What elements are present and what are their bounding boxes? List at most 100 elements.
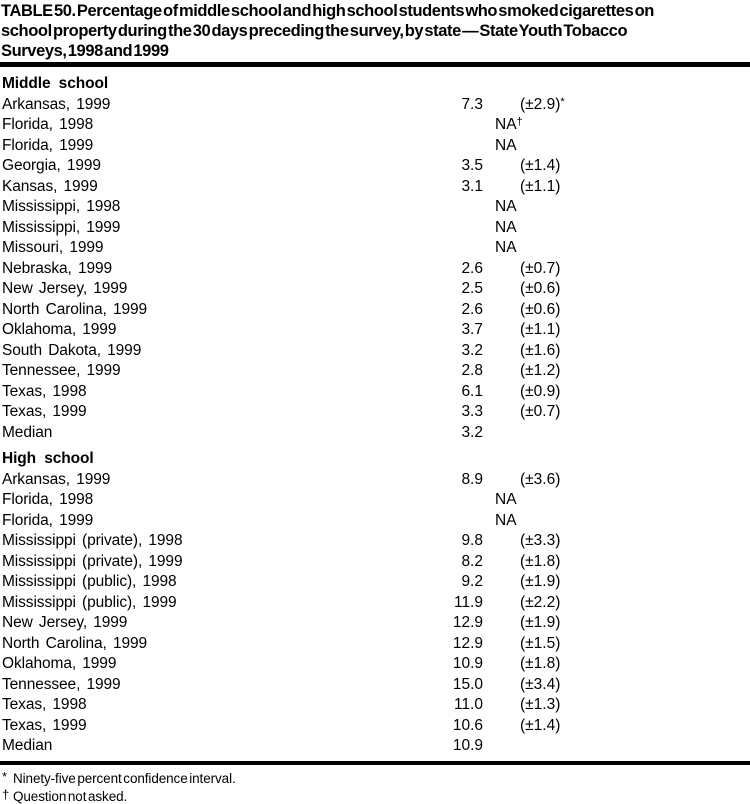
value-cell: 7.3 [461, 95, 483, 113]
ci-text: (±1.1) [520, 321, 561, 338]
row-label: Tennessee, 1999 [2, 362, 121, 379]
ci-text: (±0.7) [520, 259, 561, 277]
row-label: Median [2, 737, 53, 754]
value-cell: 15.0 [452, 675, 483, 693]
table-row: Florida, 1999 NA [2, 511, 750, 532]
row-label: Oklahoma, 1999 [2, 655, 117, 672]
row-label: Arkansas, 1999 [2, 470, 111, 488]
row-label: Arkansas, 1999 [2, 95, 111, 113]
ci-cell [483, 736, 750, 757]
table-row: Texas, 1998 6.1 (±0.9) [2, 382, 750, 403]
row-label: Mississippi, 1999 [2, 218, 121, 236]
ci-cell: (±3.6) [483, 470, 750, 491]
ci-cell: (±1.9) [483, 572, 750, 593]
value-cell: 9.8 [461, 532, 483, 549]
table-title: TABLE 50. Percentage of middle school an… [0, 0, 750, 61]
table-row: Mississippi (public), 1998 9.2 (±1.9) [2, 572, 750, 593]
row-label: Kansas, 1999 [2, 177, 98, 195]
na-cell: NA† [420, 115, 750, 136]
ci-cell: (±1.5) [483, 634, 750, 655]
ci-cell: (±2.9)* [483, 95, 750, 116]
value-cell: 3.2 [461, 423, 483, 441]
na-cell: NA [420, 490, 750, 511]
row-label: Mississippi (public), 1998 [2, 573, 177, 590]
footnote-marker: * [2, 768, 7, 784]
ci-cell: (±1.6) [483, 341, 750, 362]
table-row: North Carolina, 1999 12.9 (±1.5) [2, 634, 750, 655]
row-label: Median [2, 423, 53, 441]
value-cell: 3.7 [461, 321, 483, 338]
footnote: * Ninety-five percent confidence interval… [2, 769, 750, 788]
ci-text: (±0.7) [520, 403, 561, 420]
value-cell: 3.2 [461, 341, 483, 359]
table-row: Arkansas, 1999 8.9 (±3.6) [2, 470, 750, 491]
value-cell: 10.9 [452, 737, 483, 754]
table-row: South Dakota, 1999 3.2 (±1.6) [2, 341, 750, 362]
table-row: Missouri, 1999 NA [2, 238, 750, 259]
value-cell: 10.9 [452, 655, 483, 672]
ci-cell: (±0.7) [483, 259, 750, 280]
row-label: North Carolina, 1999 [2, 300, 148, 318]
value-cell: 8.9 [461, 470, 483, 488]
ci-text: (±3.4) [520, 675, 561, 693]
na-cell: NA [420, 218, 750, 239]
value-cell: 2.8 [461, 362, 483, 379]
row-label: Texas, 1998 [2, 382, 87, 400]
ci-cell: (±1.8) [483, 552, 750, 573]
row-label: Florida, 1998 [2, 116, 94, 133]
table-row: Florida, 1998 NA [2, 490, 750, 511]
table-row: Mississippi (private), 1999 8.2 (±1.8) [2, 552, 750, 573]
ci-text: (±1.9) [520, 614, 561, 631]
row-label: Tennessee, 1999 [2, 675, 121, 693]
table-row: Mississippi (public), 1999 11.9 (±2.2) [2, 593, 750, 614]
row-label: Mississippi (private), 1999 [2, 552, 183, 570]
row-label: Mississippi (public), 1999 [2, 593, 177, 611]
ci-text: (±1.8) [520, 552, 561, 570]
value-cell: 12.9 [452, 614, 483, 631]
ci-cell: (±1.9) [483, 613, 750, 634]
table-row: Kansas, 1999 3.1 (±1.1) [2, 177, 750, 198]
row-label: Texas, 1999 [2, 403, 87, 420]
row-label: Mississippi (private), 1998 [2, 532, 183, 549]
ci-cell: (±0.9) [483, 382, 750, 403]
table-row: Florida, 1999 NA [2, 136, 750, 157]
ci-cell [483, 423, 750, 444]
table-row: Mississippi (private), 1998 9.8 (±3.3) [2, 531, 750, 552]
value-cell: 8.2 [461, 552, 483, 570]
ci-cell: (±0.6) [483, 300, 750, 321]
footnote-text: Ninety-five percent confidence interval. [13, 770, 236, 786]
na-text: NA [495, 218, 517, 236]
value-cell: 3.5 [461, 157, 483, 174]
ci-text: (±2.2) [520, 593, 561, 611]
value-cell: 10.6 [452, 716, 483, 734]
na-cell: NA [420, 238, 750, 259]
row-label: Nebraska, 1999 [2, 259, 113, 277]
section-header: Middle school [2, 75, 109, 92]
ci-cell: (±3.3) [483, 531, 750, 552]
ci-cell: (±1.3) [483, 695, 750, 716]
na-text: NA [495, 511, 517, 529]
table-title-line: TABLE 50. Percentage of middle school an… [1, 2, 654, 20]
value-cell: 9.2 [461, 573, 483, 590]
value-cell: 3.3 [461, 403, 483, 420]
value-cell: 3.1 [461, 177, 483, 195]
row-label: Texas, 1999 [2, 716, 87, 734]
na-text: NA [495, 491, 517, 508]
table-body: Middle school Arkansas, 1999 7.3 (±2.9)* Flo… [0, 74, 750, 757]
bottom-rule [0, 760, 750, 765]
ci-text: (±1.9) [520, 573, 561, 590]
table-row: New Jersey, 1999 12.9 (±1.9) [2, 613, 750, 634]
na-text: NA [495, 239, 517, 256]
ci-text: (±1.4) [520, 157, 561, 174]
row-label: Texas, 1998 [2, 696, 87, 713]
ci-text: (±1.6) [520, 341, 561, 359]
footnote: † Question not asked. [2, 787, 750, 804]
table-row: Median 10.9 [2, 736, 750, 757]
footnote-ref-marker: † [516, 116, 523, 128]
section-header: High school [2, 450, 94, 467]
ci-text: (±1.2) [520, 362, 561, 379]
ci-cell: (±0.7) [483, 402, 750, 423]
na-text: NA [495, 198, 517, 215]
row-label: North Carolina, 1999 [2, 634, 148, 652]
table-row: Mississippi, 1998 NA [2, 197, 750, 218]
